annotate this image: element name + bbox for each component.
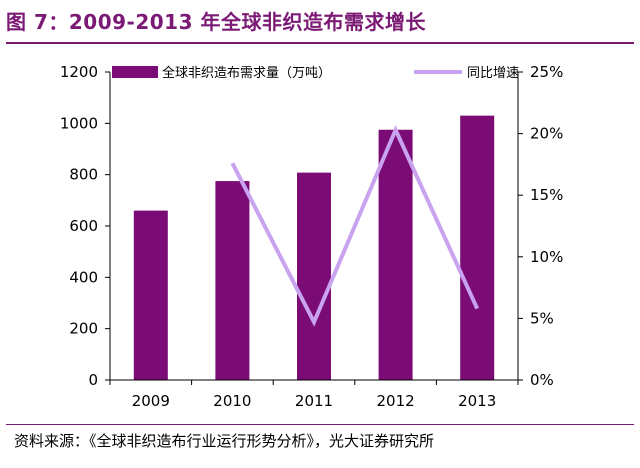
left-tick-label: 1000 [60, 114, 98, 132]
growth-line [230, 124, 480, 327]
legend-line-label: 同比增速 [467, 66, 519, 81]
left-tick-label: 400 [69, 268, 98, 286]
x-tick-group: 2009 2010 2011 2012 2013 [109, 380, 519, 410]
bar-2012 [378, 129, 413, 380]
bar-2011 [297, 172, 331, 380]
right-tick-label: 25% [530, 63, 563, 81]
x-tick-label: 2013 [458, 392, 496, 410]
bar-group [133, 115, 495, 380]
right-tick-group: 0% 5% 10% 15% 20% 25% [518, 63, 563, 389]
x-tick-label: 2010 [213, 392, 251, 410]
bar-2010 [215, 181, 250, 380]
legend-bar-swatch [112, 66, 158, 78]
bar-2009 [133, 210, 168, 380]
right-tick-label: 15% [530, 186, 563, 204]
figure-title: 图 7：2009-2013 年全球非织造布需求增长 [6, 10, 426, 34]
left-tick-label: 600 [69, 217, 98, 235]
legend: 全球非织造布需求量（万吨） 同比增速 [112, 65, 519, 81]
source-note: 资料来源：《全球非织造布行业运行形势分析》，光大证券研究所 [14, 432, 435, 450]
right-tick-label: 10% [530, 248, 563, 266]
title-divider [6, 42, 634, 44]
right-tick-label: 0% [530, 371, 554, 389]
left-tick-label: 0 [88, 371, 98, 389]
x-tick-label: 2009 [132, 392, 170, 410]
right-tick-label: 20% [530, 125, 563, 143]
left-tick-group: 0 200 400 600 800 1000 1200 [60, 63, 110, 389]
right-tick-label: 5% [530, 309, 554, 327]
left-tick-label: 1200 [60, 63, 98, 81]
left-tick-label: 200 [69, 320, 98, 338]
source-divider [6, 424, 634, 425]
left-tick-label: 800 [69, 166, 98, 184]
bar-2013 [460, 115, 495, 380]
x-tick-label: 2012 [377, 392, 415, 410]
x-tick-label: 2011 [295, 392, 333, 410]
legend-bar-label: 全球非织造布需求量（万吨） [162, 65, 331, 81]
